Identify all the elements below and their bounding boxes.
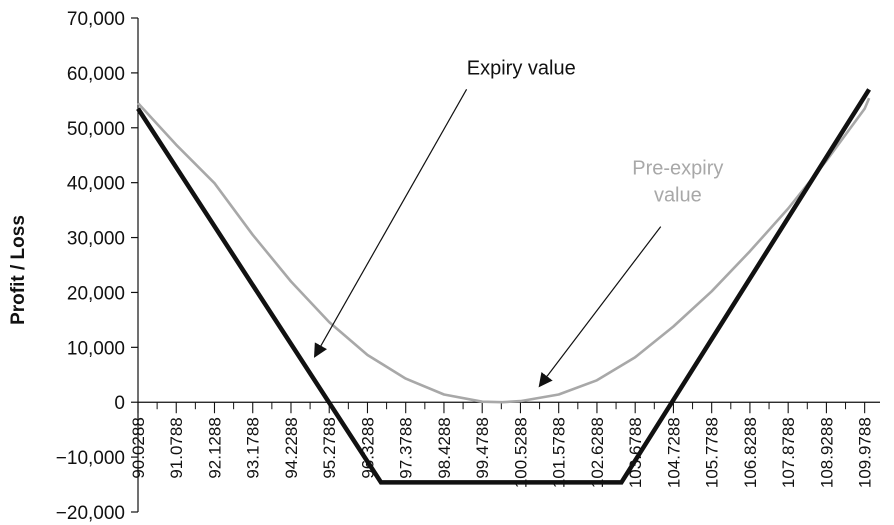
x-tick-label: 108.9288 [817,417,836,488]
x-tick-label: 90.0288 [129,417,148,478]
x-tick-label: 94.2288 [282,417,301,478]
x-tick-label: 92.1288 [205,417,224,478]
x-tick-label: 109.9788 [856,417,875,488]
annotation-label: Expiry value [467,58,576,80]
y-tick-label: −10,000 [56,448,125,469]
y-tick-label: 0 [114,393,125,414]
x-tick-label: 107.8788 [779,417,798,488]
x-tick-label: 98.4288 [435,417,454,478]
annotation-label: value [654,184,702,206]
y-tick-label: −20,000 [56,503,125,524]
y-axis-label: Profit / Loss [8,215,29,325]
y-tick-label: 60,000 [67,64,125,85]
x-tick-label: 100.5288 [511,417,530,488]
x-tick-label: 99.4788 [473,417,492,478]
x-tick-label: 105.7788 [703,417,722,488]
y-tick-label: 40,000 [67,174,125,195]
x-tick-label: 95.2788 [320,417,339,478]
y-tick-label: 10,000 [67,338,125,359]
x-tick-label: 104.7288 [664,417,683,488]
plot-area: 70,000 60,000 50,000 40,000 30,000 20,000 10,0… [56,9,880,524]
x-tick-label: 97.3788 [397,417,416,478]
x-tick-label: 91.0788 [167,417,186,478]
y-tick-label: 70,000 [67,9,125,30]
expiry-value-line [136,88,872,485]
y-tick-label: 20,000 [67,283,125,304]
y-tick-label: 30,000 [67,229,125,250]
y-tick-label: 50,000 [67,119,125,140]
x-tick-label: 93.1788 [244,417,263,478]
x-tick-label: 106.8288 [741,417,760,488]
annotation-label: Pre-expiry [632,157,723,179]
x-tick-label: 101.5788 [550,417,569,488]
annotation-arrow [538,226,662,388]
pre-expiry-value-line [137,97,871,404]
x-tick-label: 96.3288 [358,417,377,478]
annotation-arrow [314,89,468,358]
x-tick-label: 102.6288 [588,417,607,488]
